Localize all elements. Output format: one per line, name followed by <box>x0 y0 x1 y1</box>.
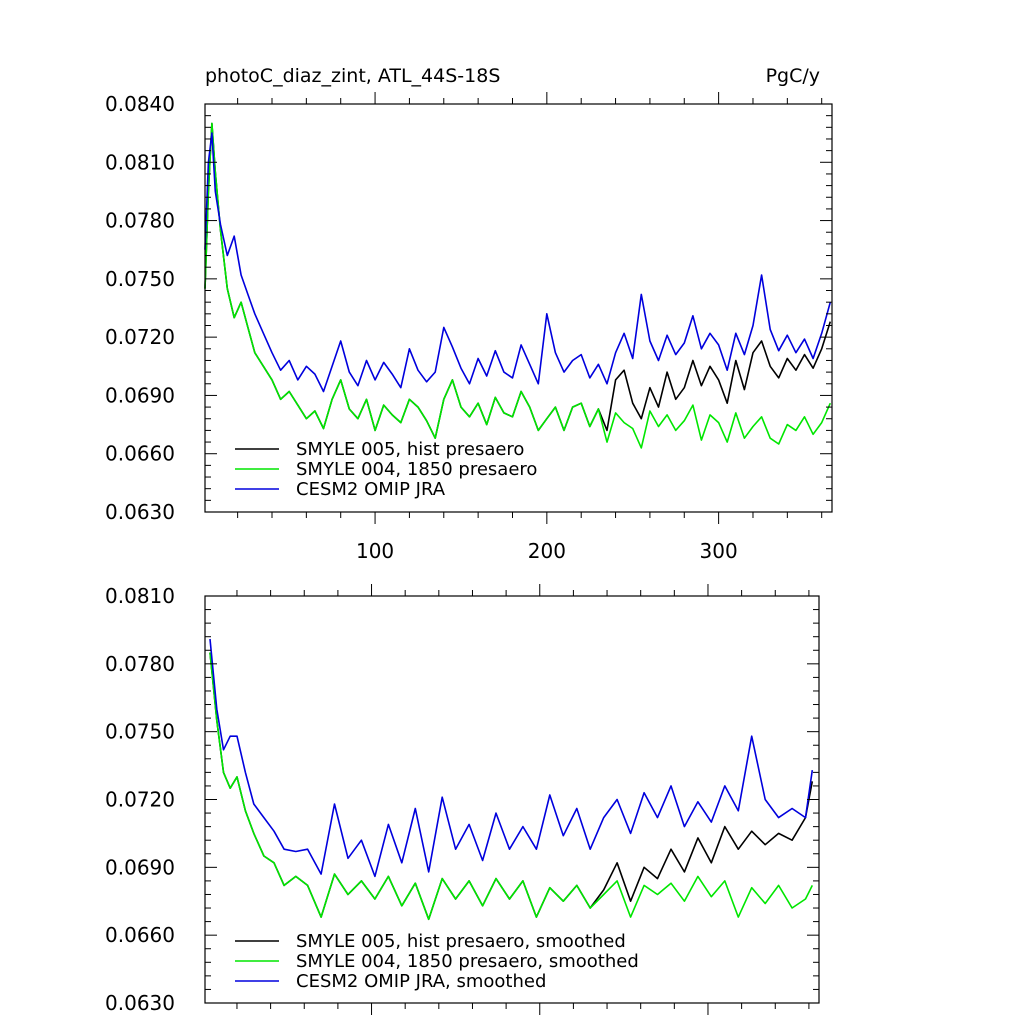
series-line-3 <box>209 638 814 878</box>
y-tick-label: 0.0720 <box>105 788 175 812</box>
y-tick-label: 0.0750 <box>105 720 175 744</box>
series-line-2 <box>209 652 814 921</box>
y-tick-label: 0.0630 <box>105 500 175 524</box>
y-tick-label: 0.0840 <box>105 92 175 116</box>
top-panel: 0.0630 0.0660 0.0690 0.0720 0.0750 0.0780 0.08… <box>105 65 833 563</box>
chart-title: photoC_diaz_zint, ATL_44S-18S <box>205 65 500 87</box>
legend-label: CESM2 OMIP JRA, smoothed <box>296 971 546 992</box>
legend-label: SMYLE 005, hist presaero <box>296 439 524 460</box>
y-tick-label: 0.0810 <box>105 584 175 608</box>
y-tick-label: 0.0720 <box>105 325 175 349</box>
x-tick-label: 100 <box>356 539 394 563</box>
x-tick-label: 200 <box>528 539 566 563</box>
y-tick-label: 0.0750 <box>105 267 175 291</box>
y-tick-label: 0.0690 <box>105 855 175 879</box>
y-tick-label: 0.0660 <box>105 923 175 947</box>
x-ticks <box>237 92 823 524</box>
x-tick-label: 300 <box>700 539 738 563</box>
legend-label: CESM2 OMIP JRA <box>296 479 446 500</box>
series-line-2 <box>204 122 832 449</box>
y-tick-label: 0.0690 <box>105 383 175 407</box>
y-tick-label: 0.0660 <box>105 442 175 466</box>
chart-units: PgC/y <box>766 65 820 87</box>
y-tick-label: 0.0780 <box>105 652 175 676</box>
y-tick-label: 0.0810 <box>105 150 175 174</box>
y-ticks <box>205 103 832 513</box>
series-group <box>204 122 832 449</box>
legend-label: SMYLE 005, hist presaero, smoothed <box>296 931 626 952</box>
y-ticks <box>205 595 819 1004</box>
legend-label: SMYLE 004, 1850 presaero <box>296 459 537 480</box>
series-line-1 <box>204 122 832 440</box>
legend: SMYLE 005, hist presaero, smoothedSMYLE … <box>235 931 639 992</box>
legend-label: SMYLE 004, 1850 presaero, smoothed <box>296 951 639 972</box>
plot-frame <box>204 103 833 513</box>
x-ticks <box>236 584 810 1015</box>
y-tick-label: 0.0780 <box>105 209 175 233</box>
series-line-3 <box>204 132 832 393</box>
y-tick-label: 0.0630 <box>105 991 175 1015</box>
bottom-panel: 0.0630 0.0660 0.0690 0.0720 0.0750 0.0780 0.08… <box>105 584 820 1015</box>
series-group <box>209 638 814 921</box>
